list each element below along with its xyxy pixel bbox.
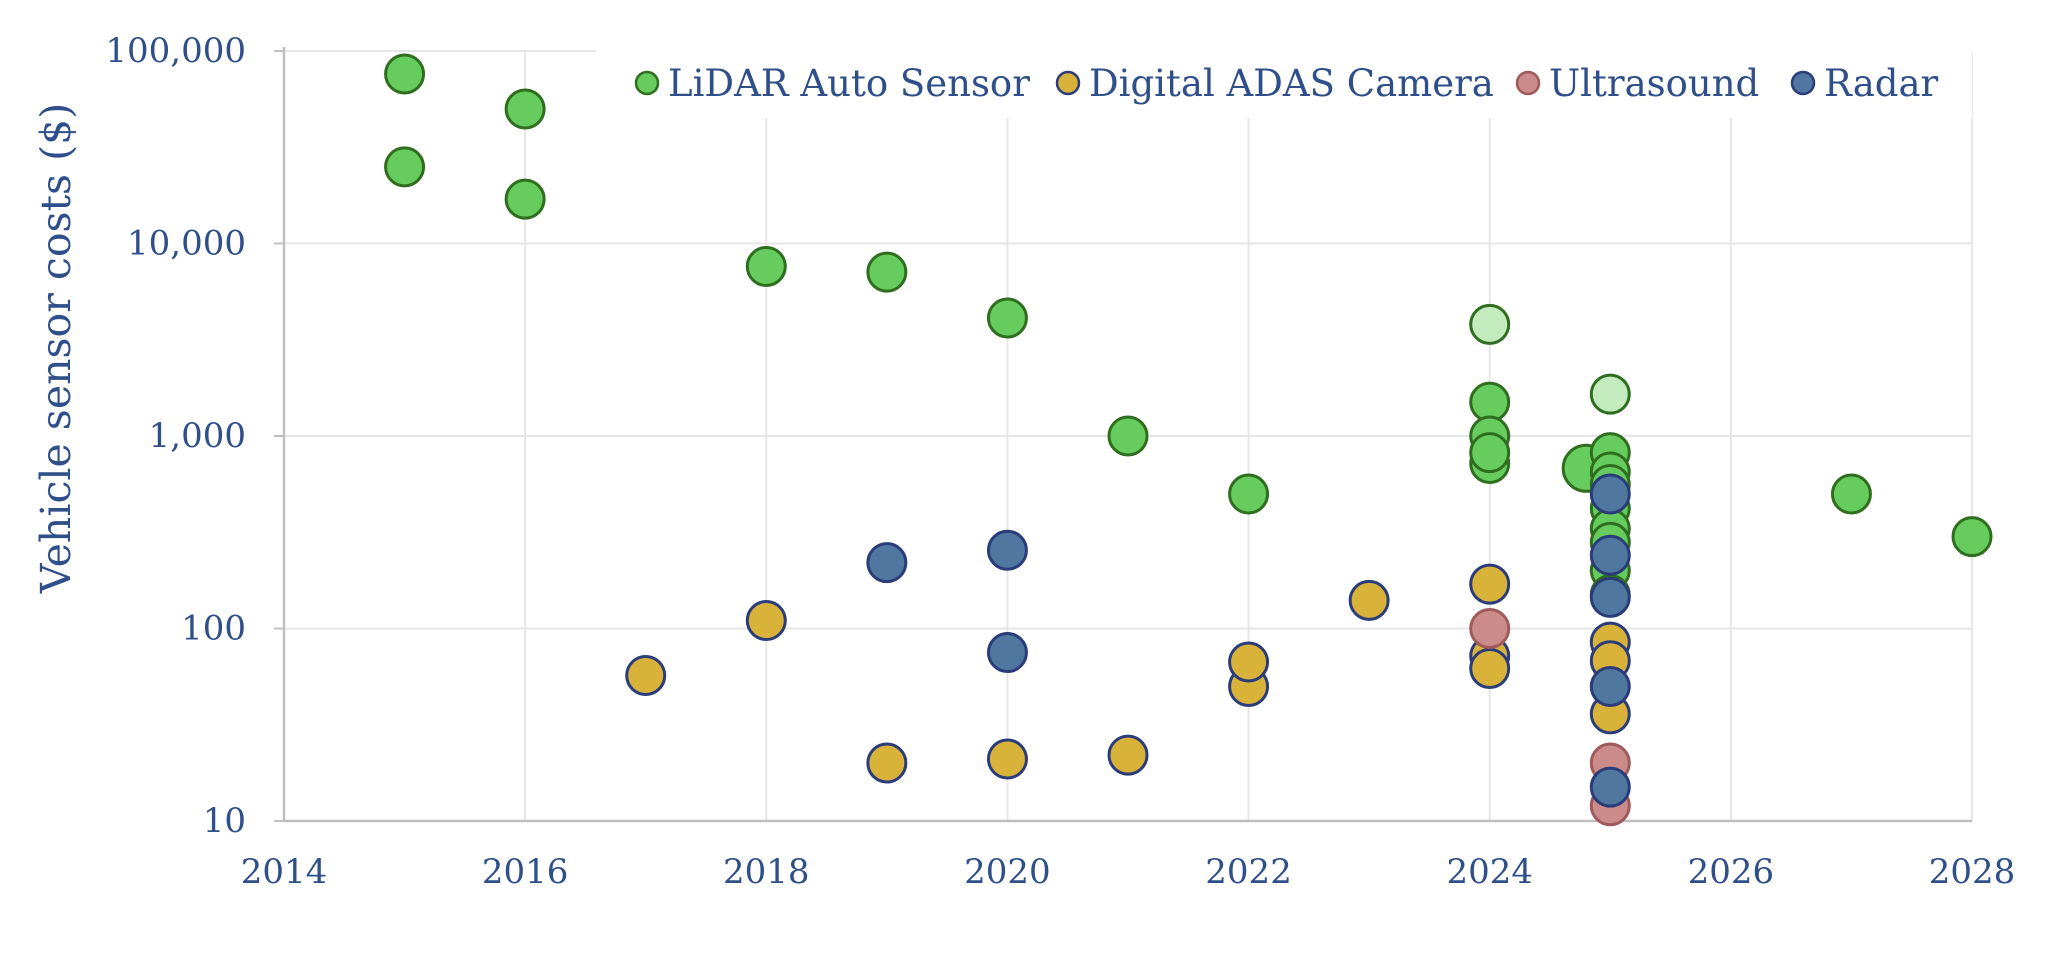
point-digital-adas-camera	[1107, 734, 1149, 776]
legend-marker	[1055, 70, 1081, 96]
point-lidar-auto-sensor-estimate	[1589, 373, 1631, 415]
y-tick-label: 100	[181, 609, 246, 649]
point-digital-adas-camera	[745, 600, 787, 642]
point-lidar-auto-sensor	[1107, 415, 1149, 457]
point-lidar-auto-sensor	[1469, 381, 1511, 423]
x-tick-label: 2020	[964, 852, 1051, 892]
point-radar	[1589, 534, 1631, 576]
point-radar	[866, 542, 908, 584]
x-tick-label: 2022	[1205, 852, 1292, 892]
x-tick-label: 2014	[241, 852, 328, 892]
point-lidar-auto-sensor	[384, 53, 426, 95]
y-tick-label: 10	[203, 801, 246, 841]
legend-label: Radar	[1824, 62, 1939, 105]
x-tick-label: 2028	[1929, 852, 2016, 892]
point-lidar-auto-sensor	[1469, 432, 1511, 474]
point-lidar-auto-sensor	[1228, 473, 1270, 515]
point-digital-adas-camera	[625, 654, 667, 696]
point-lidar-auto-sensor	[504, 88, 546, 130]
legend-background	[596, 48, 1972, 118]
point-digital-adas-camera	[1469, 647, 1511, 689]
y-axis-label: Vehicle sensor costs ($)	[32, 103, 80, 594]
point-lidar-auto-sensor	[745, 245, 787, 287]
point-radar	[1589, 473, 1631, 515]
x-axis-ticks: 2014 2016 2018 2020 2022 2024 2026 2028	[241, 852, 2016, 892]
x-tick-label: 2024	[1446, 852, 1533, 892]
point-radar	[1589, 766, 1631, 808]
y-tick-label: 10,000	[127, 224, 246, 264]
legend-marker	[1790, 70, 1816, 96]
y-tick-label: 100,000	[105, 31, 246, 71]
point-lidar-auto-sensor	[986, 297, 1028, 339]
point-radar	[1589, 665, 1631, 707]
legend-marker	[634, 70, 660, 96]
point-digital-adas-camera	[1348, 579, 1390, 621]
point-lidar-auto-sensor	[1951, 516, 1993, 558]
point-radar	[986, 632, 1028, 674]
legend-marker	[1515, 70, 1541, 96]
legend-label: Digital ADAS Camera	[1089, 62, 1494, 105]
x-tick-label: 2016	[482, 852, 569, 892]
y-tick-label: 1,000	[149, 416, 246, 456]
point-lidar-auto-sensor	[1830, 473, 1872, 515]
legend-label: LiDAR Auto Sensor	[668, 62, 1030, 105]
point-radar	[1589, 576, 1631, 618]
data-points	[384, 53, 1993, 827]
point-digital-adas-camera	[1228, 641, 1270, 683]
x-tick-label: 2018	[723, 852, 810, 892]
legend: LiDAR Auto Sensor Digital ADAS Camera Ultr…	[596, 48, 1972, 118]
y-axis-ticks: 10 100 1,000 10,000 100,000	[105, 31, 246, 841]
point-digital-adas-camera	[866, 742, 908, 784]
point-digital-adas-camera	[986, 738, 1028, 780]
point-lidar-auto-sensor	[384, 146, 426, 188]
point-lidar-auto-sensor-estimate	[1469, 303, 1511, 345]
axes	[274, 47, 1972, 823]
point-lidar-auto-sensor	[866, 251, 908, 293]
point-digital-adas-camera	[1469, 563, 1511, 605]
x-tick-label: 2026	[1688, 852, 1775, 892]
legend-label: Ultrasound	[1549, 62, 1759, 105]
point-radar	[986, 529, 1028, 571]
point-lidar-auto-sensor	[504, 178, 546, 220]
point-ultrasound	[1469, 608, 1511, 649]
